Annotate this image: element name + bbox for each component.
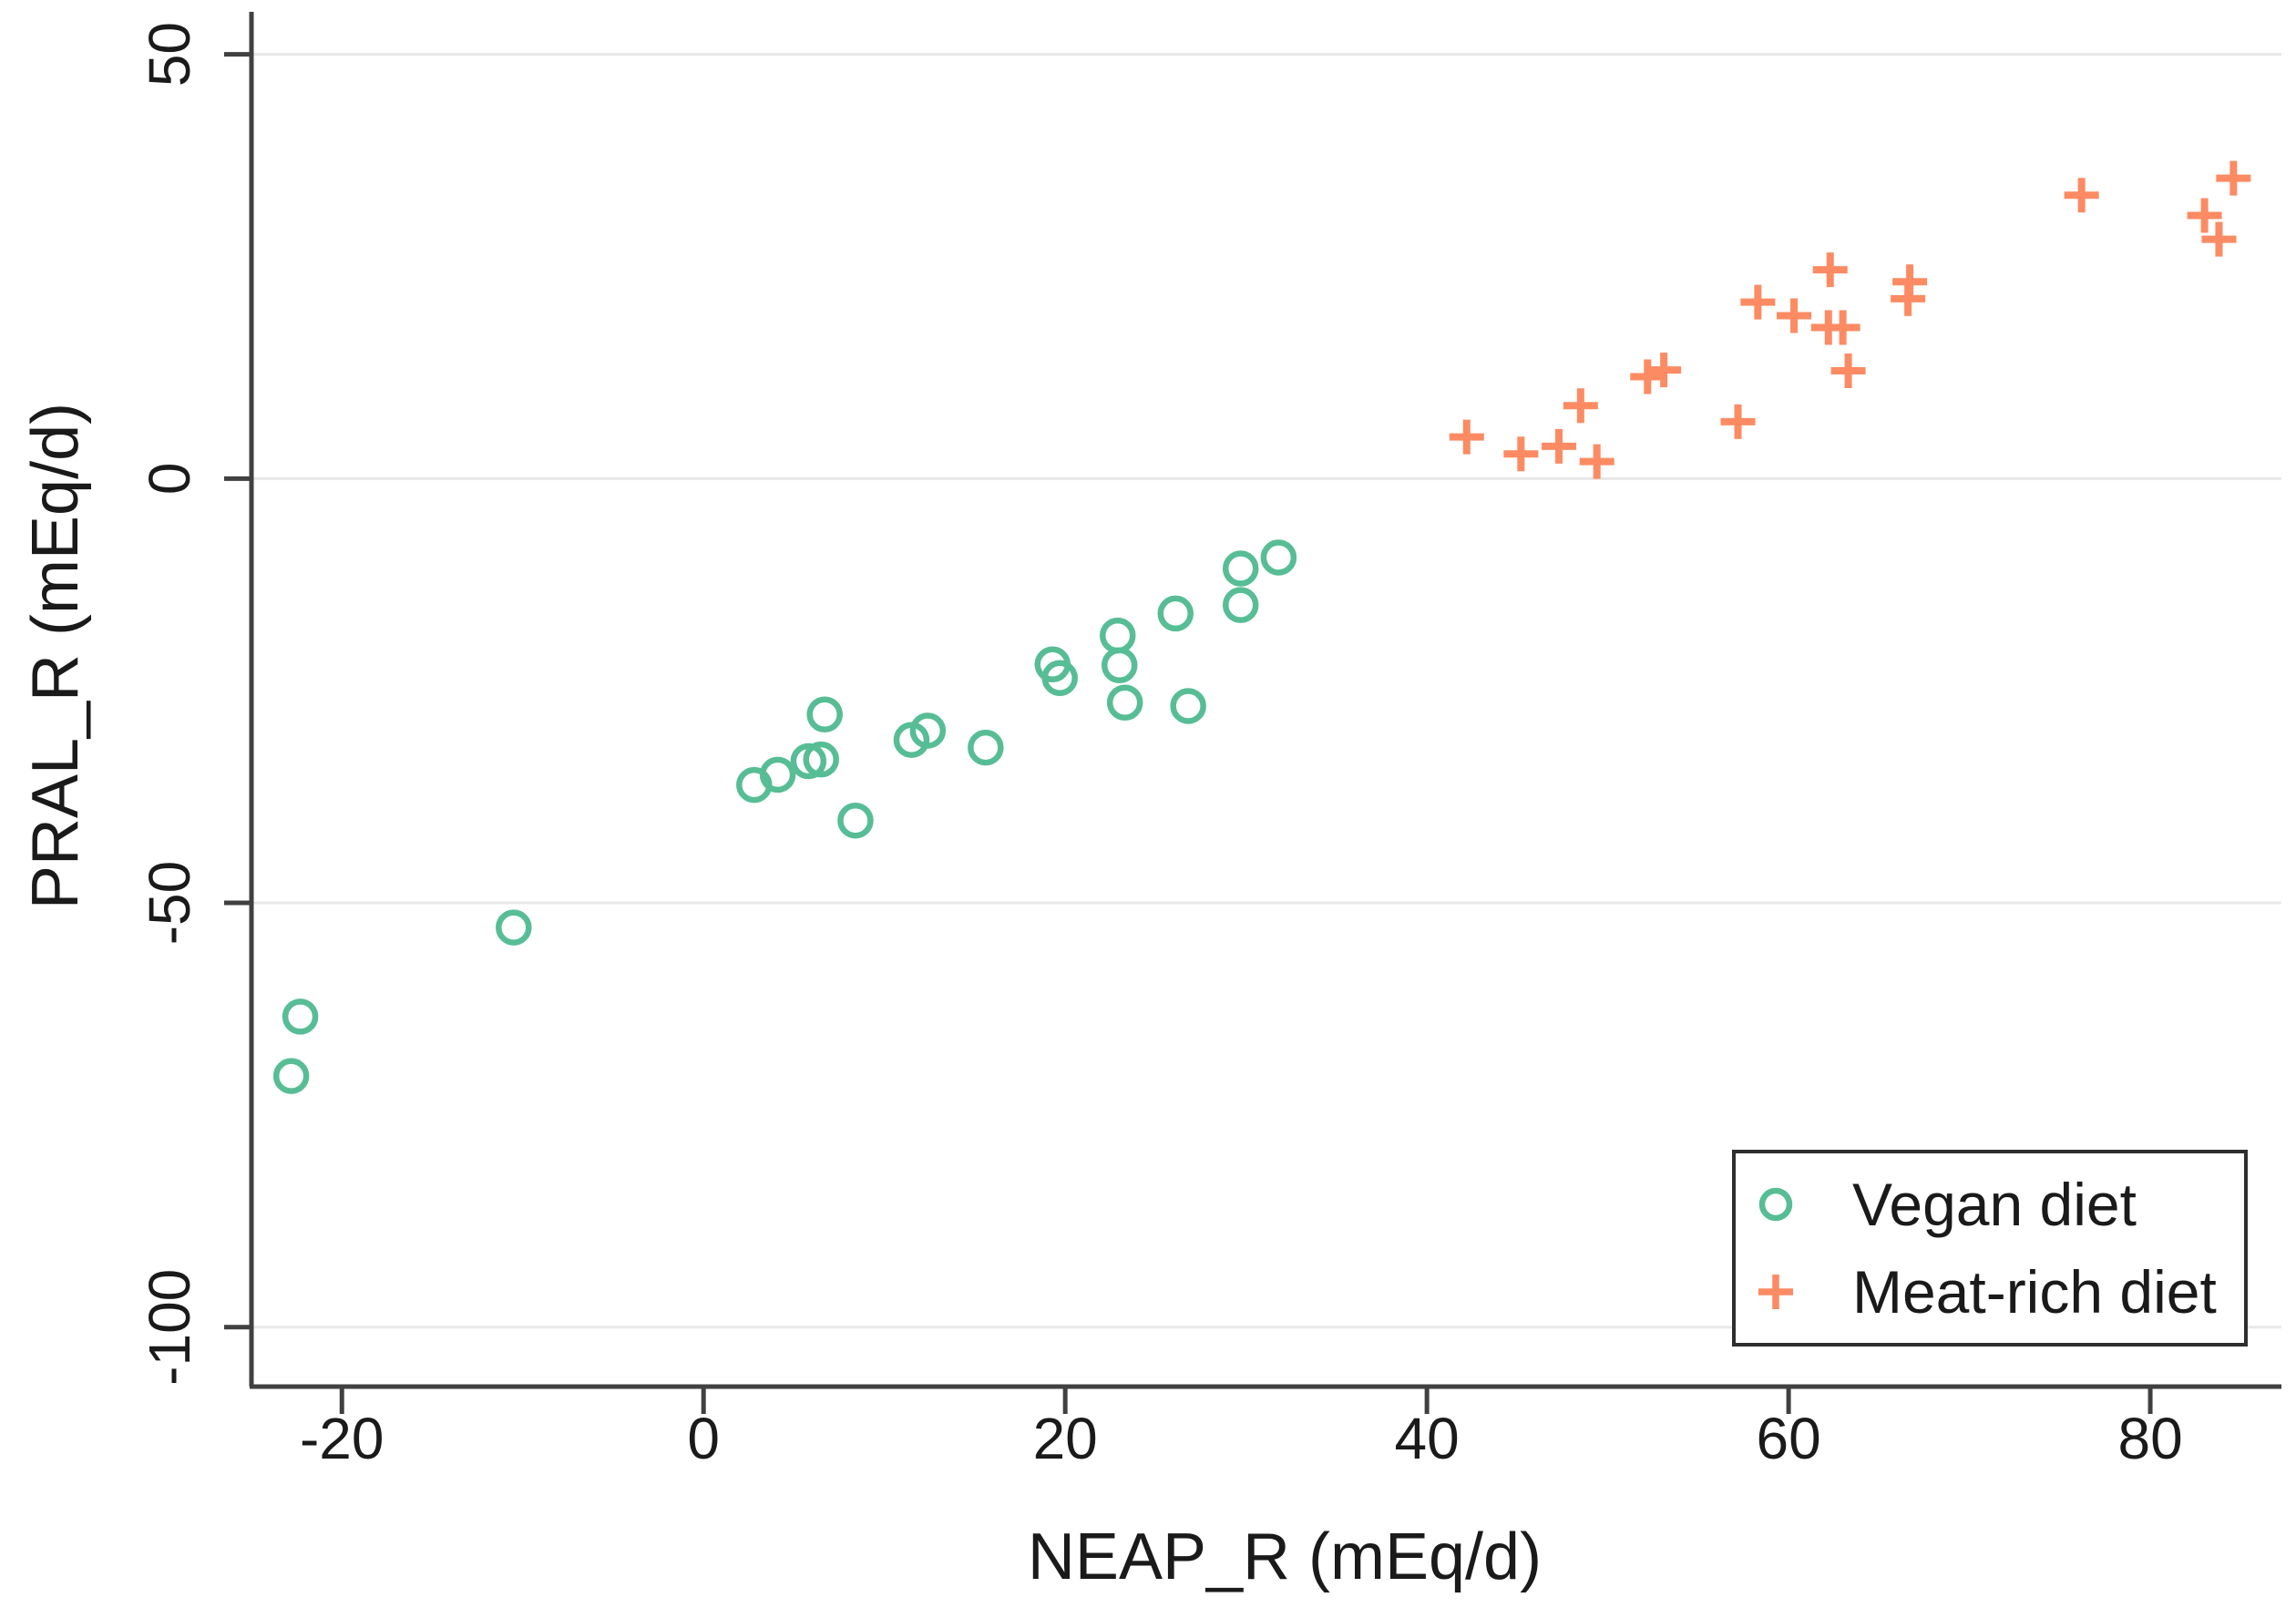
legend-label-vegan: Vegan diet (1852, 1171, 2137, 1238)
data-point-vegan (496, 909, 532, 946)
data-points (272, 160, 2251, 1094)
y-axis-title: PRAL_R (mEq/d) (19, 403, 92, 909)
y-tick-label-50: 50 (137, 22, 202, 87)
data-point-meat (1777, 298, 1812, 333)
data-point-vegan (909, 712, 947, 749)
data-point-meat (1542, 428, 1577, 464)
data-point-meat (1740, 284, 1776, 320)
data-point-vegan (837, 802, 874, 839)
y-tick-label--50: -50 (137, 861, 202, 946)
x-tick-label-40: 40 (1395, 1406, 1460, 1471)
data-point-meat (1563, 388, 1598, 424)
data-point-vegan (806, 696, 843, 733)
data-point-meat (1579, 444, 1614, 479)
legend: Vegan diet Meat-rich diet (1732, 1150, 2248, 1347)
x-tick-label-60: 60 (1757, 1406, 1821, 1471)
meat-plus-icon (1752, 1270, 1799, 1314)
data-point-meat (1503, 436, 1539, 472)
data-point-meat (1720, 404, 1756, 439)
data-point-meat (2187, 198, 2222, 233)
data-point-vegan (1260, 539, 1297, 576)
x-tick-label--20: -20 (300, 1406, 384, 1471)
data-point-vegan (1222, 550, 1259, 587)
x-tick-label-0: 0 (687, 1406, 720, 1471)
data-point-vegan (1170, 688, 1206, 724)
x-tick-label-80: 80 (2117, 1406, 2182, 1471)
data-point-meat (2064, 178, 2099, 213)
data-point-vegan (282, 998, 319, 1035)
data-point-meat (1812, 252, 1848, 288)
data-point-meat (1630, 359, 1666, 394)
data-point-meat (1892, 264, 1928, 300)
data-point-meat (2201, 221, 2237, 257)
gridlines (251, 53, 2281, 1329)
legend-item-vegan: Vegan diet (1752, 1161, 2244, 1248)
axes (249, 12, 2281, 1389)
data-point-vegan (1101, 647, 1138, 683)
data-point-vegan (803, 741, 839, 778)
data-point-vegan (790, 742, 827, 780)
data-point-vegan (1106, 684, 1143, 721)
vegan-circle-icon (1752, 1183, 1799, 1226)
data-point-vegan (759, 756, 796, 794)
legend-item-meat: Meat-rich diet (1752, 1248, 2244, 1336)
data-point-meat (1825, 310, 1860, 345)
tick-marks (224, 52, 2153, 1414)
y-tick-label-0: 0 (137, 463, 202, 496)
y-tick-label--100: -100 (137, 1269, 202, 1386)
data-point-vegan (968, 729, 1004, 766)
data-point-meat (1830, 353, 1866, 389)
data-point-vegan (1099, 617, 1136, 654)
tick-labels: 50 0 -50 -100 -20 0 20 40 60 80 (137, 22, 2183, 1471)
data-point-vegan (1222, 587, 1259, 623)
legend-label-meat: Meat-rich diet (1852, 1258, 2217, 1326)
x-axis-title: NEAP_R (mEq/d) (1028, 1521, 1542, 1593)
data-point-vegan (1157, 595, 1194, 632)
data-point-vegan (272, 1058, 310, 1094)
data-point-vegan (1041, 660, 1078, 696)
x-tick-label-20: 20 (1033, 1406, 1098, 1471)
data-point-meat (1646, 353, 1682, 388)
data-point-meat (1449, 419, 1484, 455)
data-point-meat (2216, 160, 2251, 196)
